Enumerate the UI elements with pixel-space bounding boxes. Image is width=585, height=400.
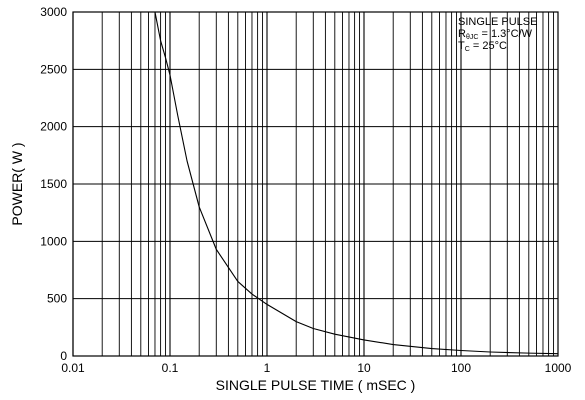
x-tick-label: 100 <box>451 361 471 375</box>
series <box>154 11 559 355</box>
annotation-line-2-rest: = 1.3°C/W <box>478 28 532 40</box>
x-tick-label: 0.01 <box>61 361 85 375</box>
series-line <box>154 11 559 355</box>
annotation-line-3: TC = 25°C <box>458 40 507 53</box>
annotation-line-2-main: R <box>458 28 466 40</box>
conditions-annotation: SINGLE PULSE RθJC = 1.3°C/W TC = 25°C <box>458 16 537 53</box>
y-tick-label: 0 <box>60 349 67 363</box>
x-tick-label: 1 <box>264 361 271 375</box>
y-tick-label: 2000 <box>40 120 67 134</box>
annotation-line-1: SINGLE PULSE <box>458 16 537 28</box>
x-tick-label: 0.1 <box>162 361 179 375</box>
y-tick-label: 2500 <box>40 62 67 76</box>
annotation-line-3-sub: C <box>465 46 470 53</box>
y-axis-title: POWER( W ) <box>9 142 25 225</box>
plot-frame <box>72 11 559 357</box>
y-tick-label: 500 <box>47 292 67 306</box>
annotation-line-3-main: T <box>458 40 465 52</box>
grid <box>72 11 558 357</box>
x-tick-label: 1000 <box>545 361 572 375</box>
y-tick-label: 1000 <box>40 234 67 248</box>
annotation-line-2: RθJC = 1.3°C/W <box>458 28 533 41</box>
annotation-line-2-sub: θJC <box>466 34 478 41</box>
y-tick-label: 1500 <box>40 177 67 191</box>
x-axis-title: SINGLE PULSE TIME ( mSEC ) <box>216 377 416 393</box>
y-tick-labels: 0 500 1000 1500 2000 2500 3000 <box>40 5 67 363</box>
annotation-line-3-rest: = 25°C <box>470 40 507 52</box>
y-tick-label: 3000 <box>40 5 67 19</box>
x-tick-labels: 0.01 0.1 1 10 100 1000 <box>61 361 571 375</box>
x-tick-label: 10 <box>357 361 371 375</box>
